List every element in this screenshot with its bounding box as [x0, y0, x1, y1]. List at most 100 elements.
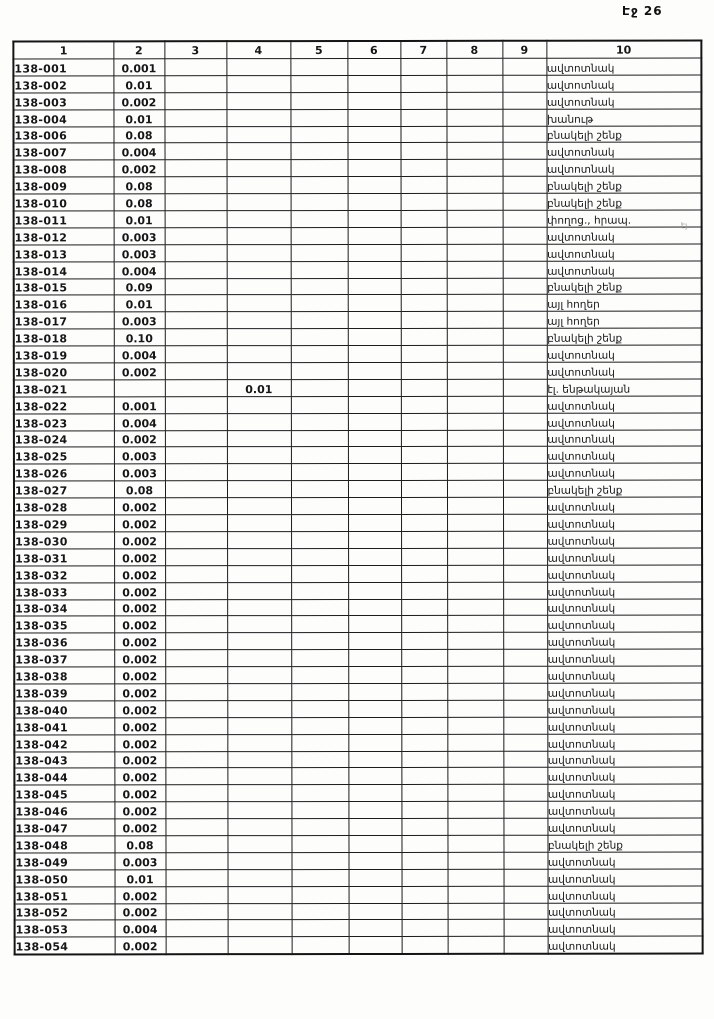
empty-cell — [446, 328, 503, 346]
handwritten-margin-note: էյ — [680, 220, 688, 231]
empty-cell — [227, 700, 292, 718]
empty-cell — [446, 108, 503, 126]
empty-cell — [348, 734, 402, 752]
parcel-id-cell: 138-024 — [13, 430, 114, 448]
empty-cell — [502, 108, 547, 126]
empty-cell — [290, 463, 348, 481]
empty-cell — [401, 818, 448, 836]
usage-cell: բնակելի շենք — [546, 176, 702, 194]
empty-cell — [226, 362, 291, 380]
empty-cell — [446, 193, 503, 211]
empty-cell — [348, 784, 402, 802]
empty-cell — [348, 548, 402, 566]
table-row: 138-003 0.002 ավտոտնակ — [13, 91, 702, 110]
usage-cell: ավտոտնակ — [546, 362, 702, 380]
empty-cell — [165, 801, 228, 819]
empty-cell — [291, 919, 349, 937]
empty-cell — [401, 801, 448, 819]
usage-cell: ավտոտնակ — [547, 784, 703, 802]
area-value-cell: 0.004 — [113, 261, 165, 279]
parcel-id-cell: 138-049 — [14, 852, 115, 870]
empty-cell — [348, 919, 402, 937]
area-value-cell: 0.08 — [114, 835, 166, 853]
empty-cell — [164, 362, 227, 380]
empty-cell — [446, 311, 503, 329]
empty-cell — [164, 480, 228, 498]
empty-cell — [227, 717, 292, 735]
empty-cell — [164, 126, 227, 144]
table-row: 138-001 0.001 ավտոտնակ — [13, 58, 702, 76]
usage-cell: ավտոտնակ — [546, 226, 702, 245]
empty-cell — [447, 818, 504, 836]
parcel-id-cell: 138-031 — [14, 548, 115, 566]
empty-cell — [446, 92, 503, 110]
usage-cell: այլ հողեր — [546, 294, 702, 312]
empty-cell — [165, 818, 228, 836]
empty-cell — [447, 531, 504, 549]
empty-cell — [348, 666, 402, 684]
area-value-cell: 0.002 — [114, 700, 166, 718]
parcel-id-cell: 138-007 — [13, 143, 114, 161]
usage-cell: ավտոտնակ — [547, 750, 703, 768]
empty-cell — [503, 666, 548, 684]
empty-cell — [347, 58, 401, 76]
empty-cell — [227, 734, 292, 752]
empty-cell — [348, 835, 402, 853]
table-row: 138-051 0.002 ավտոտնակ — [14, 885, 703, 904]
table-body: 138-001 0.001 ավտոտնակ 138-002 0.01 ավտոտնակ 1… — [13, 58, 703, 955]
empty-cell — [290, 109, 348, 127]
usage-cell: ավտոտնակ — [547, 632, 703, 650]
empty-cell — [401, 565, 448, 583]
parcel-id-cell: 138-011 — [13, 210, 114, 228]
empty-cell — [502, 412, 547, 430]
empty-cell — [503, 919, 548, 937]
empty-cell — [164, 413, 227, 431]
empty-cell — [165, 632, 228, 650]
empty-cell — [347, 345, 401, 363]
table-header-row: 1 2 3 4 5 6 7 8 9 10 — [13, 40, 702, 59]
empty-cell — [290, 92, 348, 110]
area-value-cell: 0.08 — [113, 126, 165, 144]
empty-cell — [165, 599, 228, 617]
empty-cell — [165, 649, 228, 667]
empty-cell — [502, 362, 547, 380]
parcel-id-cell: 138-021 — [13, 379, 114, 397]
empty-cell — [227, 649, 292, 667]
table-row: 138-008 0.002 ավտոտնակ — [13, 159, 702, 178]
empty-cell — [290, 413, 348, 431]
area-value-cell: 0.004 — [114, 920, 166, 938]
empty-cell — [401, 767, 448, 785]
table-row: 138-012 0.003 ավտոտնակ — [13, 226, 702, 245]
column-header-6: 6 — [347, 40, 401, 59]
usage-cell: բնակելի շենք — [546, 277, 702, 295]
empty-cell — [502, 277, 547, 295]
empty-cell — [347, 126, 401, 143]
table-row: 138-002 0.01 ավտոտնակ — [13, 74, 702, 93]
usage-cell: ավտոտնակ — [547, 733, 703, 751]
empty-cell — [347, 244, 401, 262]
empty-cell — [226, 159, 291, 177]
empty-cell — [446, 429, 503, 447]
usage-cell: ավտոտնակ — [547, 902, 703, 920]
empty-cell — [165, 852, 228, 870]
area-value-cell: 0.002 — [114, 497, 166, 515]
empty-cell — [502, 497, 548, 515]
parcel-id-cell: 138-002 — [13, 75, 114, 93]
area-value-cell: 0.004 — [113, 143, 165, 161]
empty-cell — [400, 92, 447, 110]
parcel-id-cell: 138-054 — [14, 937, 115, 955]
table-row: 138-046 0.002 ավտոտնակ — [14, 801, 703, 820]
page-number-label: Էջ 26 — [622, 4, 663, 18]
area-value-cell: 0.01 — [113, 210, 165, 228]
usage-cell: ավտոտնակ — [546, 91, 702, 109]
empty-cell — [347, 446, 401, 464]
table-row: 138-054 0.002 ավտոտնակ — [14, 936, 703, 955]
empty-cell — [226, 396, 291, 414]
parcel-id-cell: 138-040 — [14, 700, 115, 718]
empty-cell — [164, 464, 227, 482]
empty-cell — [446, 294, 503, 312]
empty-cell — [446, 210, 503, 228]
empty-cell — [227, 632, 292, 650]
area-value-cell: 0.002 — [114, 548, 166, 566]
parcel-id-cell: 138-023 — [13, 413, 114, 431]
